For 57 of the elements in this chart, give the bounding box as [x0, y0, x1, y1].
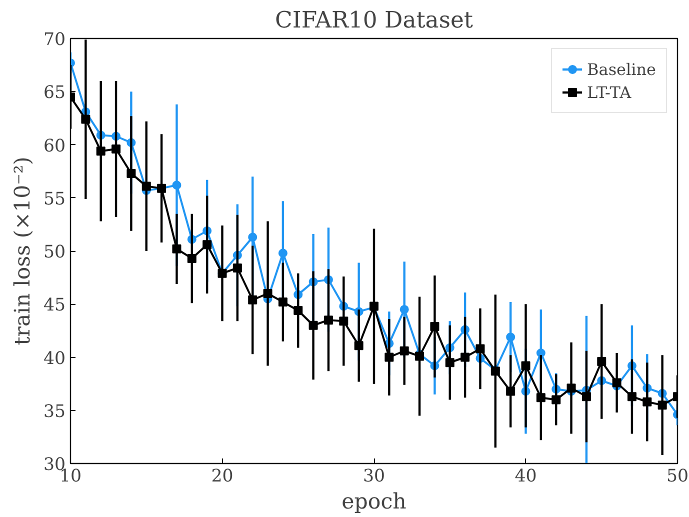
point	[126, 168, 136, 178]
point	[400, 346, 409, 356]
point	[506, 386, 516, 396]
point	[248, 232, 258, 242]
x-axis-title: epoch	[342, 490, 407, 514]
point	[142, 182, 151, 191]
point	[552, 395, 561, 404]
point	[278, 248, 288, 258]
point	[536, 393, 546, 402]
point	[400, 304, 409, 314]
x-tick-label: 40	[514, 466, 537, 486]
y-tick-label: 70	[43, 30, 66, 50]
y-tick-label: 55	[43, 189, 66, 210]
y-tick-label: 35	[43, 402, 66, 422]
legend-label: Baseline	[587, 60, 656, 78]
point	[187, 254, 196, 263]
y-tick-label: 60	[43, 136, 66, 156]
point	[430, 322, 440, 331]
point	[172, 180, 182, 190]
point	[658, 400, 667, 410]
point	[384, 352, 394, 362]
y-axis-title: train loss (×10⁻²)	[10, 156, 36, 346]
point	[96, 146, 106, 156]
point	[263, 289, 272, 298]
point	[597, 357, 606, 366]
point	[506, 332, 516, 342]
point	[445, 358, 454, 368]
x-tick-label: 50	[666, 466, 689, 486]
y-tick-label: 50	[43, 242, 66, 262]
point	[582, 392, 591, 402]
point	[476, 344, 485, 354]
point	[339, 316, 348, 326]
point	[202, 240, 212, 250]
point	[566, 384, 576, 393]
point	[521, 361, 530, 370]
point	[278, 298, 288, 306]
point	[627, 392, 636, 402]
chart-title: CIFAR10 Dataset	[275, 8, 473, 34]
point	[354, 341, 364, 350]
point	[324, 316, 333, 325]
y-tick-label: 65	[43, 83, 66, 104]
x-tick-label: 30	[362, 466, 386, 486]
point	[294, 306, 303, 315]
point	[232, 264, 242, 272]
point	[642, 397, 652, 406]
point	[308, 320, 318, 330]
point	[172, 244, 182, 254]
point	[612, 378, 622, 388]
x-tick-label: 20	[211, 466, 234, 486]
legend-label: LT-TA	[587, 82, 632, 102]
point	[112, 144, 121, 154]
point	[460, 352, 470, 362]
point	[536, 348, 546, 358]
y-tick-label: 45	[43, 296, 66, 316]
point	[248, 295, 258, 304]
y-tick-label: 40	[43, 348, 66, 369]
point	[81, 114, 90, 124]
